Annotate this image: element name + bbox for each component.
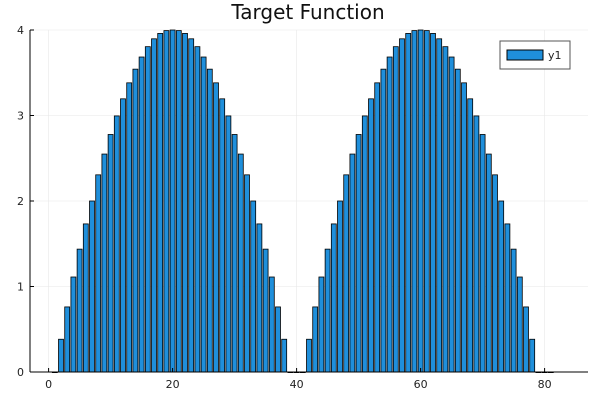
bar-8 xyxy=(95,174,102,373)
bar-47 xyxy=(337,200,343,373)
bar-9 xyxy=(101,153,108,373)
legend: y1 xyxy=(499,40,571,70)
bar-71 xyxy=(485,153,492,373)
bar-48 xyxy=(343,174,350,373)
bar-77 xyxy=(523,306,529,373)
bar-61 xyxy=(423,30,430,373)
bar-58 xyxy=(405,33,412,373)
bar-60 xyxy=(417,29,424,373)
y-tick-label-3: 3 xyxy=(17,110,24,123)
bar-22 xyxy=(182,33,188,373)
bar-12 xyxy=(120,98,126,373)
bar-49 xyxy=(349,153,356,373)
legend-swatch xyxy=(506,49,544,61)
bar-76 xyxy=(516,276,523,373)
bar-36 xyxy=(268,276,275,373)
bar-78 xyxy=(529,338,536,373)
bar-31 xyxy=(237,153,244,373)
bar-19 xyxy=(163,30,170,373)
tick-labels: 0 20 40 60 80 0 1 2 3 4 xyxy=(17,24,552,391)
bar-75 xyxy=(510,248,517,373)
bar-35 xyxy=(262,248,269,373)
bar-7 xyxy=(89,200,95,373)
bar-16 xyxy=(144,46,151,373)
y-tick-label-4: 4 xyxy=(17,24,24,37)
bar-21 xyxy=(175,30,182,373)
bar-38 xyxy=(281,338,288,373)
bar-62 xyxy=(430,33,436,373)
bar-56 xyxy=(392,46,399,373)
y-tick-label-1: 1 xyxy=(17,281,24,294)
axes xyxy=(29,29,588,373)
bar-33 xyxy=(250,200,257,373)
bar-6 xyxy=(82,223,89,373)
bar-46 xyxy=(330,223,337,373)
bar-20 xyxy=(169,29,176,373)
bar-50 xyxy=(355,134,362,373)
bar-44 xyxy=(318,276,325,373)
bar-64 xyxy=(442,46,449,373)
bar-25 xyxy=(200,56,207,373)
bar-2 xyxy=(58,338,64,373)
bar-74 xyxy=(504,223,511,373)
x-tick-label-2: 40 xyxy=(290,378,304,391)
bar-14 xyxy=(132,68,139,373)
x-tick-label-3: 60 xyxy=(414,378,428,391)
legend-label-y1: y1 xyxy=(548,49,562,62)
bar-18 xyxy=(157,33,164,373)
bar-59 xyxy=(411,30,418,373)
chart-title: Target Function xyxy=(230,0,384,24)
bar-30 xyxy=(231,134,238,373)
bar-11 xyxy=(113,115,120,373)
bar-42 xyxy=(306,338,312,373)
bar-63 xyxy=(436,38,443,373)
bar-53 xyxy=(374,82,381,373)
x-tick-label-0: 0 xyxy=(45,378,52,391)
bar-23 xyxy=(188,38,195,373)
bar-34 xyxy=(256,223,263,373)
bar-28 xyxy=(219,98,226,373)
bar-29 xyxy=(225,115,232,373)
bar-70 xyxy=(479,134,486,373)
bar-5 xyxy=(76,248,83,373)
bar-68 xyxy=(467,98,474,373)
bar-45 xyxy=(324,248,331,373)
bar-27 xyxy=(213,82,219,373)
bar-51 xyxy=(361,115,368,373)
bar-67 xyxy=(461,82,467,373)
y-tick-label-0: 0 xyxy=(17,366,24,379)
bar-26 xyxy=(206,68,213,373)
bar-4 xyxy=(70,276,77,373)
y-tick-label-2: 2 xyxy=(17,195,24,208)
bar-24 xyxy=(194,46,201,373)
bar-69 xyxy=(473,115,480,373)
bar-32 xyxy=(244,174,250,373)
bar-43 xyxy=(312,306,319,373)
x-tick-label-1: 20 xyxy=(166,378,180,391)
bar-15 xyxy=(138,56,145,373)
bar-55 xyxy=(386,56,393,373)
bar-13 xyxy=(126,82,133,373)
bar-37 xyxy=(275,306,281,373)
bar-57 xyxy=(399,38,405,373)
bar-10 xyxy=(107,134,114,373)
x-tick-label-4: 80 xyxy=(538,378,552,391)
bar-17 xyxy=(151,38,157,373)
bar-54 xyxy=(380,68,387,373)
bar-73 xyxy=(498,200,505,373)
bar-72 xyxy=(492,174,498,373)
bar-65 xyxy=(448,56,455,373)
bar-52 xyxy=(368,98,374,373)
bar-3 xyxy=(64,306,71,373)
bar-66 xyxy=(454,68,461,373)
